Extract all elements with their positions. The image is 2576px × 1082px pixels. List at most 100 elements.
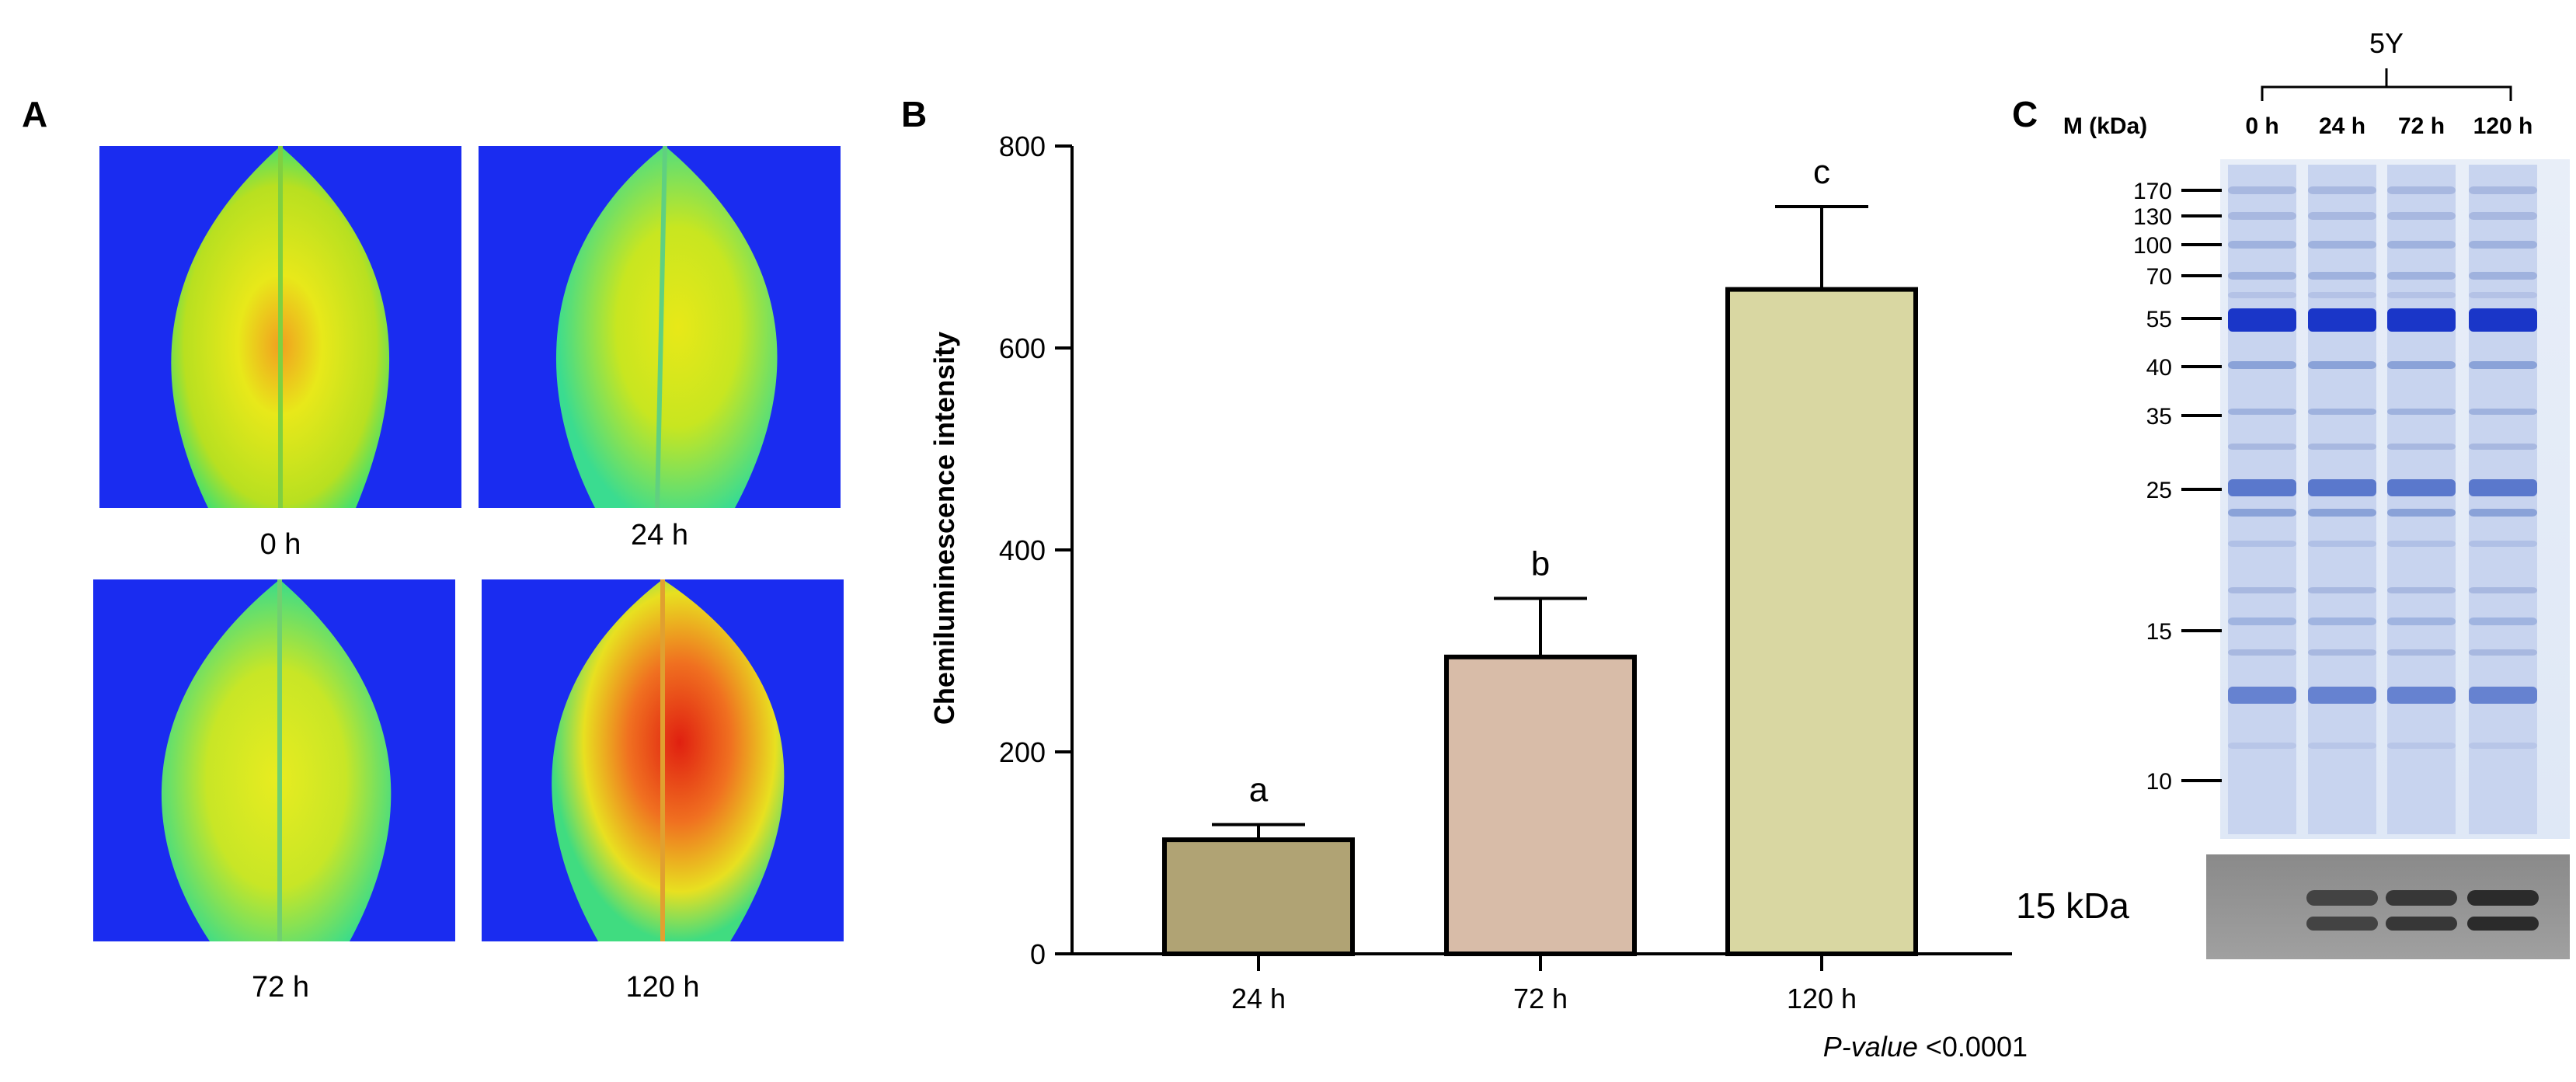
gel-band xyxy=(2469,272,2537,280)
lane-header-0h: 0 h xyxy=(2245,113,2278,139)
leaf-0h-graphic xyxy=(171,146,390,508)
gel-band xyxy=(2308,587,2376,593)
gel-band xyxy=(2387,649,2456,656)
gel-band xyxy=(2469,509,2537,517)
gel-band xyxy=(2308,687,2376,704)
gel-band xyxy=(2308,409,2376,415)
caption-72h: 72 h xyxy=(252,971,309,1004)
lane-group-bracket xyxy=(2261,68,2512,101)
leaf-image-72h xyxy=(93,579,455,941)
gel-band xyxy=(2308,509,2376,517)
gel-band xyxy=(2387,618,2456,625)
gel-lane-0 xyxy=(2228,165,2296,834)
marker-label-55: 55 xyxy=(2146,307,2172,332)
blot-label: 15 kDa xyxy=(2016,885,2129,926)
y-tick-label-600: 600 xyxy=(999,332,1046,364)
gel-band xyxy=(2387,241,2456,249)
marker-label-35: 35 xyxy=(2146,404,2172,430)
panel-c-letter: C xyxy=(2012,94,2038,134)
blot-band-lower-3 xyxy=(2467,917,2539,931)
blot-band-upper-3 xyxy=(2467,890,2539,906)
blot-band-upper-1 xyxy=(2306,890,2378,906)
gel-band xyxy=(2308,541,2376,547)
gel-band xyxy=(2387,587,2456,593)
gel-lane-3 xyxy=(2469,165,2537,834)
marker-label-15: 15 xyxy=(2146,619,2172,645)
gel-band xyxy=(2469,541,2537,547)
gel-band xyxy=(2387,308,2456,332)
bar-24h xyxy=(1162,837,1355,956)
significance-letter-c: c xyxy=(1813,153,1830,191)
gel-band xyxy=(2469,587,2537,593)
gel-band xyxy=(2469,409,2537,415)
gel-band xyxy=(2228,292,2296,298)
gel-lane-1 xyxy=(2308,165,2376,834)
gel-band xyxy=(2308,272,2376,280)
gel-band xyxy=(2228,186,2296,194)
blot-band-lower-1 xyxy=(2306,917,2378,931)
gel-band xyxy=(2387,509,2456,517)
gel-band xyxy=(2387,409,2456,415)
marker-label-25: 25 xyxy=(2146,478,2172,503)
p-value-label: P-value <0.0001 xyxy=(1823,1031,2028,1063)
leaf-24h-graphic xyxy=(555,146,778,508)
gel-band xyxy=(2387,361,2456,369)
gel-band xyxy=(2308,479,2376,496)
gel-band xyxy=(2469,687,2537,704)
gel-band xyxy=(2387,743,2456,749)
gel-band xyxy=(2387,541,2456,547)
marker-label-10: 10 xyxy=(2146,769,2172,795)
p-value-threshold: <0.0001 xyxy=(1918,1031,2028,1063)
gel-band xyxy=(2469,479,2537,496)
marker-label-170: 170 xyxy=(2133,179,2172,204)
panel-b-letter: B xyxy=(901,94,928,134)
gel-band xyxy=(2228,241,2296,249)
caption-24h: 24 h xyxy=(631,519,688,551)
panel-a-letter: A xyxy=(22,94,48,134)
significance-letter-a: a xyxy=(1249,771,1269,809)
gel-band xyxy=(2387,292,2456,298)
bar-72h xyxy=(1444,654,1637,956)
blot-band-upper-2 xyxy=(2386,890,2457,906)
leaf-image-0h xyxy=(99,146,461,508)
lane-header-72h: 72 h xyxy=(2398,113,2445,139)
gel-band xyxy=(2469,649,2537,656)
leaf-image-120h xyxy=(482,579,844,941)
p-value-italic: P-value xyxy=(1823,1031,1918,1063)
gel-band xyxy=(2228,649,2296,656)
gel-band xyxy=(2228,509,2296,517)
gel-band xyxy=(2469,308,2537,332)
bar-chart: Chemiluminescence intensity 0 200 400 600 80… xyxy=(928,130,2028,1063)
marker-label-130: 130 xyxy=(2133,204,2172,230)
y-axis-label: Chemiluminescence intensity xyxy=(928,332,960,725)
marker-label-100: 100 xyxy=(2133,233,2172,259)
x-tick-label-72h: 72 h xyxy=(1513,983,1568,1014)
gel-band xyxy=(2228,479,2296,496)
leaf-image-24h xyxy=(479,146,841,508)
lane-header-120h: 120 h xyxy=(2473,113,2533,139)
gel-band xyxy=(2228,743,2296,749)
leaf-120h-graphic xyxy=(552,579,785,941)
gel-band xyxy=(2308,292,2376,298)
marker-label-70: 70 xyxy=(2146,264,2172,290)
western-blot-strip xyxy=(2206,854,2570,959)
gel-band xyxy=(2228,212,2296,220)
gel-band xyxy=(2469,292,2537,298)
caption-0h: 0 h xyxy=(259,528,301,561)
gel-band xyxy=(2469,743,2537,749)
gel-band xyxy=(2308,649,2376,656)
gel-band xyxy=(2387,687,2456,704)
leaf-72h-graphic xyxy=(161,579,392,941)
y-tick-label-200: 200 xyxy=(999,736,1046,768)
gel-band xyxy=(2228,272,2296,280)
gel-band xyxy=(2469,241,2537,249)
x-tick-label-24h: 24 h xyxy=(1231,983,1286,1014)
y-tick-label-0: 0 xyxy=(1030,938,1046,970)
gel-band xyxy=(2228,687,2296,704)
gel-band xyxy=(2308,361,2376,369)
gel-lane-2 xyxy=(2387,165,2456,834)
marker-header: M (kDa) xyxy=(2063,113,2147,139)
x-tick-label-120h: 120 h xyxy=(1787,983,1857,1014)
bar-120h xyxy=(1725,287,1918,957)
